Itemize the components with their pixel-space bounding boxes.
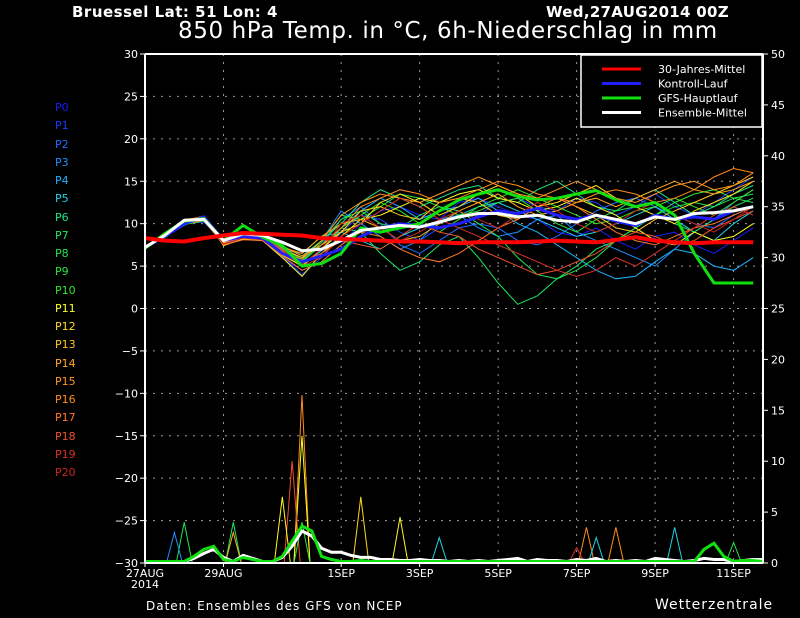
member-precip-line — [293, 435, 311, 564]
member-precip-line — [165, 530, 183, 564]
member-label: P13 — [55, 338, 76, 352]
x-tick-label: 29AUG — [204, 567, 242, 580]
member-precip-line — [391, 517, 409, 564]
x-tick-label: 1SEP — [327, 567, 355, 580]
member-precip-line — [666, 527, 684, 564]
member-precip-line — [224, 522, 242, 564]
legend-box — [580, 54, 763, 128]
member-precip-line — [283, 461, 301, 564]
y-left-tick-label: 20 — [124, 133, 138, 146]
y-right-tick-label: 5 — [771, 506, 778, 519]
member-label: P19 — [55, 447, 76, 461]
x-tick-label: 5SEP — [484, 567, 512, 580]
y-left-tick-label: −20 — [115, 472, 138, 485]
y-left-tick-label: −10 — [115, 387, 138, 400]
legend-label: Ensemble-Mittel — [658, 107, 747, 120]
y-right-tick-label: 30 — [771, 252, 785, 265]
x-tick-label: 11SEP — [716, 567, 751, 580]
member-precip-line — [224, 530, 242, 564]
chart-title: 850 hPa Temp. in °C, 6h-Niederschlag in … — [178, 18, 718, 44]
y-left-tick-label: 15 — [124, 175, 138, 188]
member-label: P18 — [55, 429, 76, 443]
member-precip-line — [293, 395, 311, 564]
legend-label: Kontroll-Lauf — [658, 78, 729, 91]
member-label: P8 — [55, 247, 69, 260]
y-left-tick-label: −25 — [115, 515, 138, 528]
member-precip-line — [273, 496, 291, 564]
member-label: P2 — [55, 137, 69, 151]
precip-line — [145, 523, 764, 564]
member-label: P20 — [55, 466, 76, 479]
y-left-tick-label: −15 — [115, 430, 138, 443]
y-left-tick-label: 25 — [124, 90, 138, 103]
member-label: P15 — [55, 374, 76, 388]
y-left-tick-label: 0 — [131, 303, 138, 316]
member-label: P12 — [55, 320, 76, 333]
member-label: P7 — [55, 228, 69, 242]
member-label: P5 — [55, 192, 69, 206]
member-precip-line — [725, 541, 743, 564]
member-label: P14 — [55, 356, 76, 370]
member-precip-line — [607, 527, 625, 564]
y-right-tick-label: 25 — [771, 303, 785, 316]
legend: 30-Jahres-Mittel Kontroll-LaufGFS-Hauptla… — [580, 54, 763, 128]
member-label: P6 — [55, 210, 69, 224]
y-right-tick-label: 35 — [771, 201, 785, 214]
member-label: P17 — [55, 411, 76, 425]
precip-lines — [145, 395, 764, 564]
run-date: Wed,27AUG2014 00Z — [546, 3, 729, 21]
member-precip-line — [568, 546, 586, 564]
y-right-tick-label: 0 — [771, 557, 778, 570]
member-label: P9 — [55, 265, 69, 279]
member-temp-line — [144, 197, 754, 305]
y-right-tick-label: 45 — [771, 99, 785, 112]
location-label: Bruessel Lat: 51 Lon: 4 — [72, 3, 278, 21]
member-precip-line — [430, 535, 448, 564]
member-precip-line — [587, 535, 605, 564]
y-left-tick-label: −5 — [122, 345, 138, 358]
y-left-tick-label: −30 — [115, 557, 138, 570]
axes: 302520151050−5−10−15−20−25−3050454035302… — [115, 48, 785, 591]
x-tick-label: 9SEP — [641, 567, 669, 580]
y-left-tick-label: 30 — [124, 48, 138, 61]
y-left-tick-label: 10 — [124, 218, 138, 231]
series-line — [144, 188, 754, 285]
data-source: Daten: Ensembles des GFS von NCEP — [146, 599, 403, 613]
y-right-tick-label: 10 — [771, 455, 785, 468]
member-label: P16 — [55, 393, 76, 406]
x-tick-label: 7SEP — [563, 567, 591, 580]
x-tick-label: 3SEP — [406, 567, 434, 580]
y-left-tick-label: 5 — [131, 260, 138, 273]
legend-label: GFS-Hauptlauf — [658, 92, 739, 105]
member-precip-line — [577, 527, 595, 564]
member-label: P1 — [55, 119, 69, 133]
series-line — [144, 231, 754, 246]
x-tick-sublabel: 2014 — [131, 578, 159, 591]
y-right-tick-label: 15 — [771, 404, 785, 417]
member-list: P0 P1 P2 P3 P4 P5 P6 P7 P8 P9 P10 P11 P12 P13 P14 P15 P1… — [55, 101, 76, 484]
member-label: P3 — [55, 155, 69, 169]
member-precip-line — [352, 496, 370, 564]
member-precip-line — [293, 522, 311, 564]
grid — [145, 54, 763, 563]
member-label: P10 — [55, 283, 76, 297]
brand-label: Wetterzentrale — [655, 597, 774, 613]
member-temp-line — [144, 197, 754, 271]
member-label: P0 — [55, 101, 69, 114]
y-right-tick-label: 20 — [771, 353, 785, 366]
member-label: P11 — [55, 301, 76, 315]
y-right-tick-label: 50 — [771, 48, 785, 61]
member-label: P4 — [55, 174, 69, 187]
y-right-tick-label: 40 — [771, 150, 785, 163]
x-tick-label: 27AUG — [126, 567, 164, 580]
main-lines — [144, 188, 754, 285]
legend-label: 30-Jahres-Mittel — [658, 63, 745, 76]
